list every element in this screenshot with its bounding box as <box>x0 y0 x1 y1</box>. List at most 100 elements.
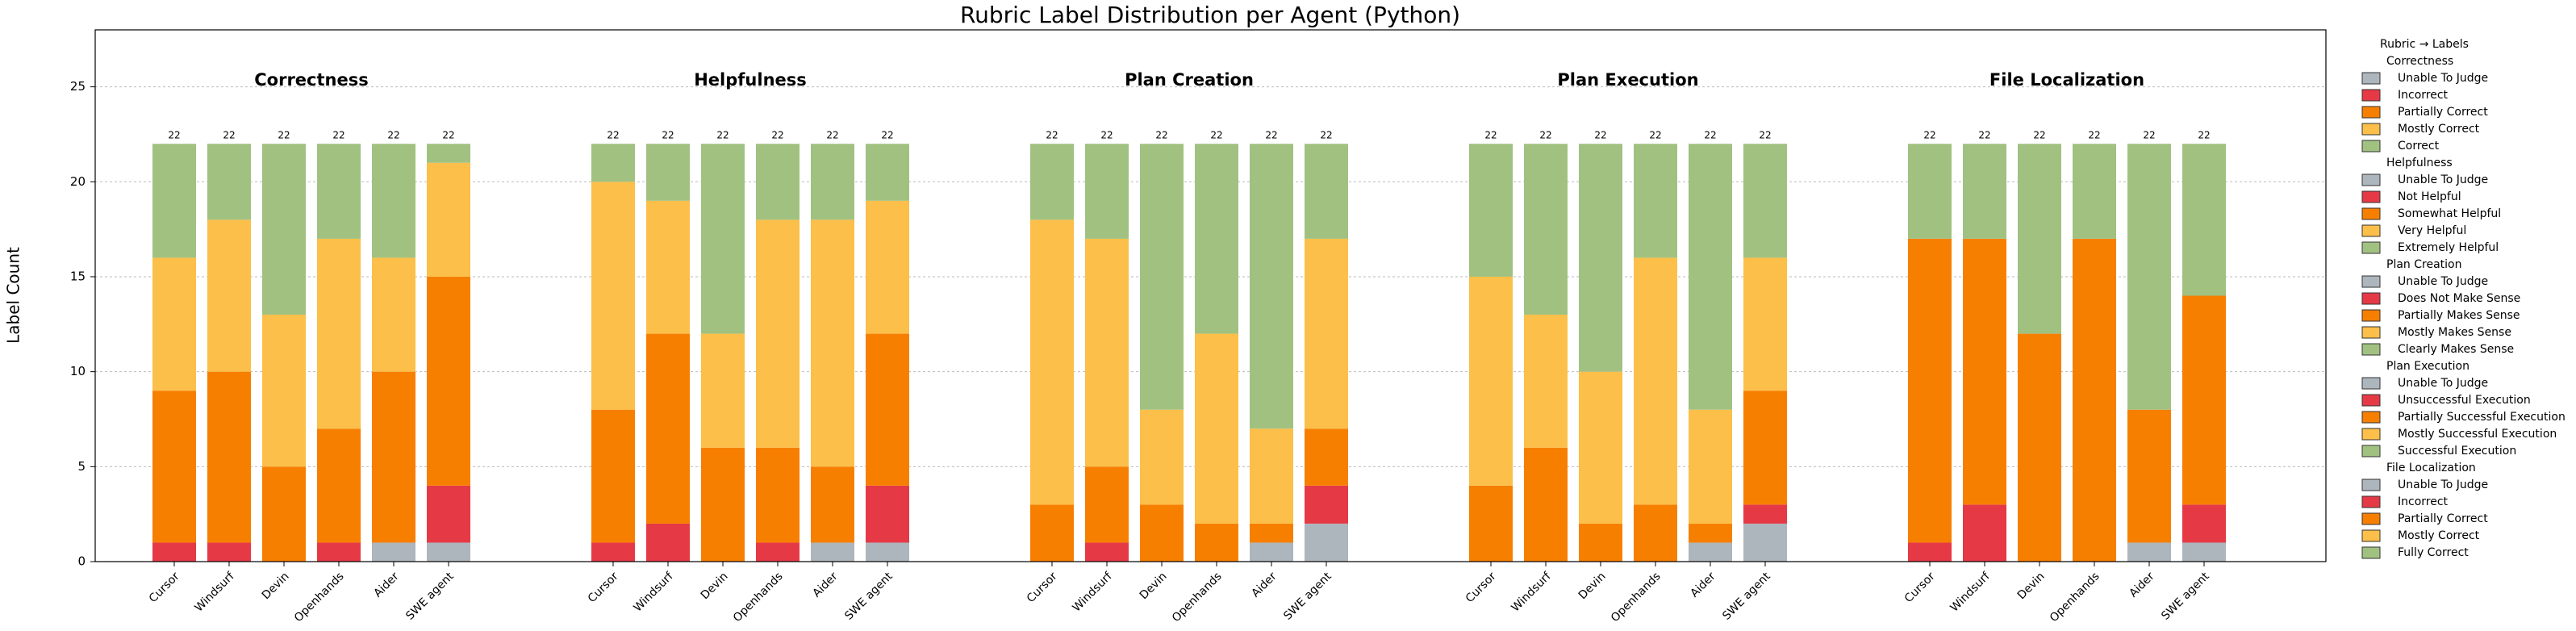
legend-swatch <box>2361 529 2381 542</box>
bar-segment <box>1250 523 1293 543</box>
legend-swatch <box>2361 123 2381 136</box>
legend-swatch <box>2361 173 2381 186</box>
bar-segment <box>866 144 909 201</box>
x-tick-label: Devin <box>699 570 731 602</box>
total-label: 22 <box>332 130 344 141</box>
bar-segment <box>1689 542 1732 562</box>
bar-segment <box>1743 504 1787 524</box>
bar-segment <box>427 276 470 486</box>
bar-segment <box>811 466 854 543</box>
bar-segment <box>2073 238 2116 562</box>
bar-segment <box>262 144 306 316</box>
legend-swatch <box>2361 495 2381 508</box>
bar-segment <box>207 542 251 562</box>
legend-swatch <box>2361 275 2381 288</box>
legend-label: Clearly Makes Sense <box>2398 343 2514 356</box>
legend-swatch <box>2361 326 2381 339</box>
total-label: 22 <box>168 130 180 141</box>
bar-segment <box>1305 144 1348 239</box>
bar-segment <box>1469 144 1513 277</box>
legend-swatch <box>2361 428 2381 441</box>
total-label: 22 <box>881 130 893 141</box>
total-label: 22 <box>607 130 619 141</box>
bar-segment <box>1689 409 1732 524</box>
panel-title: Plan Execution <box>1557 70 1698 90</box>
panel-title: Correctness <box>254 70 368 90</box>
x-tick-label: Aider <box>810 570 840 600</box>
legend-label: Not Helpful <box>2398 190 2461 203</box>
legend-label: Correct <box>2398 140 2440 153</box>
legend-swatch <box>2361 478 2381 491</box>
total-label: 22 <box>1539 130 1551 141</box>
total-label: 22 <box>1484 130 1497 141</box>
bar-segment <box>317 238 361 429</box>
legend-swatch <box>2361 292 2381 305</box>
legend-swatch <box>2361 309 2381 322</box>
legend-title: Rubric → Labels <box>2380 38 2469 51</box>
y-tick-label: 0 <box>77 554 86 569</box>
x-tick-label: Cursor <box>1902 570 1938 605</box>
bar-segment <box>1908 542 1952 562</box>
total-label: 22 <box>2033 130 2045 141</box>
panel-title: Helpfulness <box>694 70 807 90</box>
total-label: 22 <box>1923 130 1935 141</box>
bar-segment <box>1689 144 1732 410</box>
total-label: 22 <box>1155 130 1167 141</box>
x-tick-label: Aider <box>2127 570 2156 600</box>
legend-label: Incorrect <box>2398 89 2449 102</box>
legend-heading: Helpfulness <box>2386 157 2453 169</box>
total-label: 22 <box>1046 130 1058 141</box>
legend-label: Somewhat Helpful <box>2398 207 2501 220</box>
bar-segment <box>591 409 635 543</box>
x-tick-label: Windsurf <box>1070 570 1115 615</box>
legend-label: Fully Correct <box>2398 546 2469 559</box>
bar-segment <box>427 144 470 163</box>
bar-segment <box>866 200 909 334</box>
bar-segment <box>756 144 800 220</box>
bar-segment <box>1085 144 1129 239</box>
bar-segment <box>701 447 745 562</box>
legend-swatch <box>2361 546 2381 559</box>
bar-segment <box>1689 523 1732 543</box>
x-tick-label: SWE agent <box>403 570 457 623</box>
legend-swatch <box>2361 377 2381 390</box>
total-label: 22 <box>662 130 674 141</box>
bar-segment <box>1030 144 1074 220</box>
legend-swatch <box>2361 89 2381 102</box>
legend-swatch <box>2361 343 2381 356</box>
legend-label: Mostly Correct <box>2398 123 2480 136</box>
bar-segment <box>1963 144 2006 239</box>
bar-segment <box>1743 523 1787 562</box>
bar-segment <box>1743 391 1787 505</box>
x-tick-label: Devin <box>1138 570 1170 602</box>
total-label: 22 <box>1594 130 1606 141</box>
bar-segment <box>1634 504 1677 562</box>
total-label: 22 <box>2198 130 2210 141</box>
bar-segment <box>811 219 854 467</box>
x-tick-label: Windsurf <box>192 570 237 615</box>
bar-segment <box>811 144 854 220</box>
bar-segment <box>1579 523 1622 562</box>
legend-heading: Plan Execution <box>2386 360 2470 373</box>
panel-title: Plan Creation <box>1125 70 1254 90</box>
bar-segment <box>756 219 800 448</box>
bar-segment <box>1524 315 1568 448</box>
legend-label: Unable To Judge <box>2398 275 2488 288</box>
bar-segment <box>701 144 745 334</box>
bar-segment <box>1085 466 1129 543</box>
total-label: 22 <box>1265 130 1277 141</box>
bar-segment <box>2018 333 2061 562</box>
legend-swatch <box>2361 241 2381 254</box>
x-tick-label: Aider <box>1688 570 1718 600</box>
bar-segment <box>2127 409 2171 543</box>
x-tick-label: Aider <box>371 570 401 600</box>
bar-segment <box>1305 428 1348 486</box>
bar-segment <box>866 333 909 486</box>
bar-segment <box>646 144 690 201</box>
bar-segment <box>1140 504 1184 562</box>
bar-segment <box>591 144 635 182</box>
bar-segment <box>1469 276 1513 486</box>
x-tick-label: Openhands <box>2048 570 2102 625</box>
x-tick-label: Cursor <box>1025 570 1060 605</box>
